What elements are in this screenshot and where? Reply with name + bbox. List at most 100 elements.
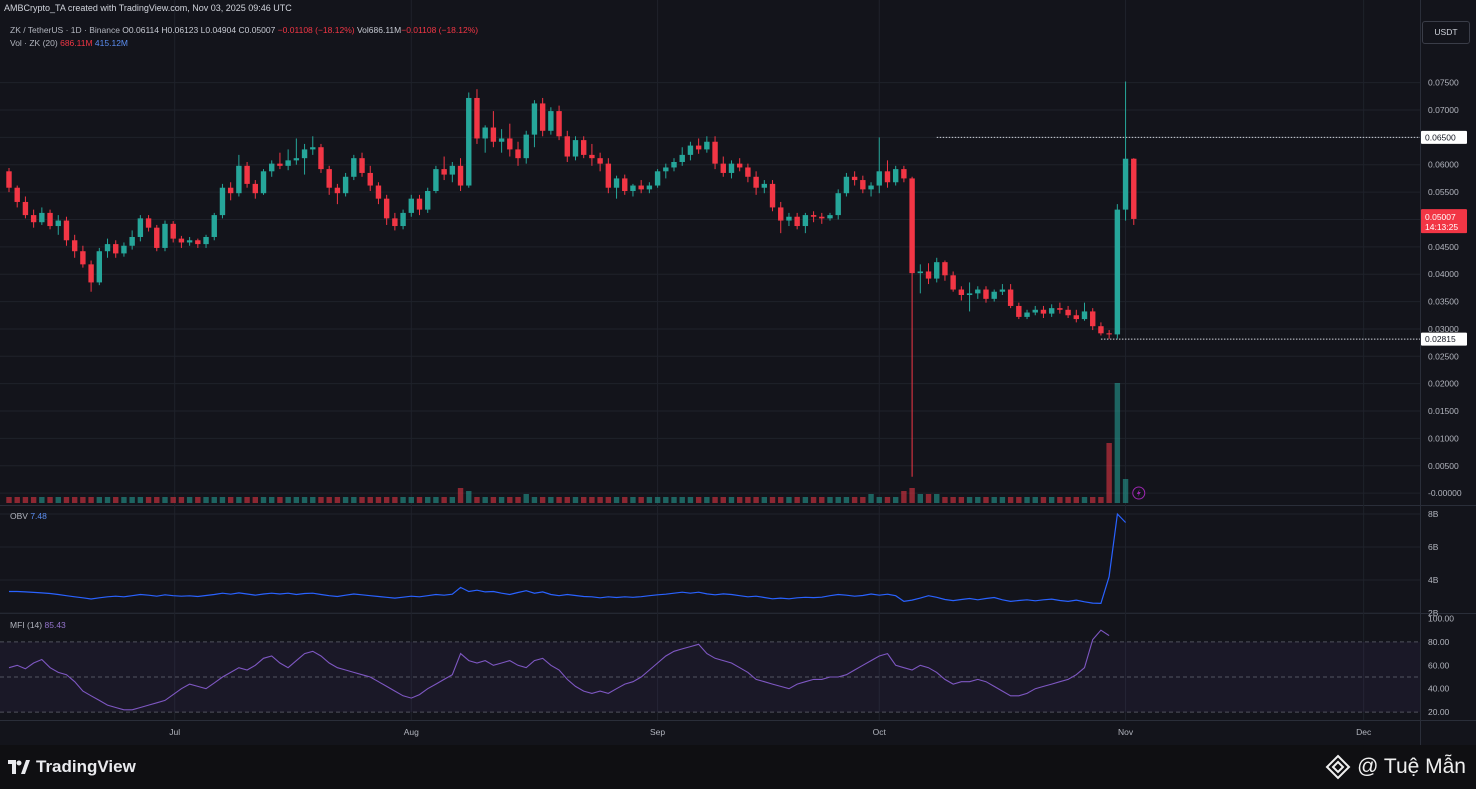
volume-bar bbox=[819, 497, 825, 503]
candle-body bbox=[482, 127, 488, 139]
volume-bar bbox=[293, 497, 300, 503]
candle-body bbox=[720, 163, 726, 173]
volume-bar bbox=[728, 497, 735, 503]
volume-bar bbox=[113, 497, 119, 503]
volume-bar bbox=[958, 497, 965, 503]
obv-tick-label: 2B bbox=[1428, 608, 1439, 618]
candle-body bbox=[663, 167, 669, 172]
volume-bar bbox=[753, 497, 759, 503]
volume-bar bbox=[1122, 479, 1129, 503]
volume-bar bbox=[186, 497, 193, 503]
price-tick-label: 0.00500 bbox=[1428, 461, 1459, 471]
candle-body bbox=[269, 163, 275, 172]
volume-bar bbox=[88, 497, 94, 503]
volume-bar bbox=[203, 497, 209, 503]
ohlc-legend[interactable]: ZK / TetherUS · 1D · Binance O0.06114 H0… bbox=[10, 25, 478, 35]
volume-bar bbox=[433, 497, 439, 503]
candle-body bbox=[1073, 315, 1079, 320]
volume-bar bbox=[736, 497, 743, 503]
high-value: H0.06123 bbox=[161, 25, 199, 35]
volume-bar bbox=[14, 497, 20, 503]
volume-bar bbox=[1007, 497, 1014, 503]
candle-body bbox=[47, 212, 53, 227]
author-watermark: @ Tuệ Mẫn bbox=[1325, 754, 1466, 780]
candle-body bbox=[310, 147, 316, 150]
candle-body bbox=[1016, 305, 1022, 317]
volume-bar bbox=[1057, 497, 1063, 503]
chart-area[interactable]: 0.07500 0.07000 0.06500 0.06000 0.05500 0.050… bbox=[0, 0, 1476, 745]
volume-bar bbox=[195, 497, 201, 503]
volume-bar bbox=[860, 497, 866, 503]
candle-body bbox=[55, 220, 61, 227]
volume-bar bbox=[695, 497, 702, 503]
volume-bar bbox=[654, 497, 661, 503]
candle-body bbox=[966, 293, 973, 296]
candle-body bbox=[942, 262, 948, 276]
time-tick-label: Jul bbox=[169, 727, 180, 737]
candle-body bbox=[1048, 308, 1055, 314]
volume-bar bbox=[884, 497, 891, 503]
current-price-badge bbox=[1421, 209, 1467, 234]
candle-body bbox=[252, 183, 258, 194]
volume-bar bbox=[129, 497, 135, 503]
candle-body bbox=[88, 264, 94, 283]
candle-body bbox=[695, 145, 702, 150]
candle-body bbox=[613, 178, 620, 188]
candle-body bbox=[548, 111, 554, 131]
volume-bar bbox=[441, 497, 447, 503]
price-tick-label: 0.01500 bbox=[1428, 406, 1459, 416]
candle-body bbox=[794, 216, 800, 227]
chart-canvas[interactable]: 0.07500 0.07000 0.06500 0.06000 0.05500 0.050… bbox=[0, 0, 1476, 745]
volume-bar bbox=[137, 497, 144, 503]
mfi-legend[interactable]: MFI (14) 85.43 bbox=[10, 620, 66, 630]
tradingview-logo[interactable]: TradingView bbox=[8, 757, 136, 777]
volume-bar bbox=[950, 497, 956, 503]
volume-bar bbox=[531, 497, 538, 503]
volume-legend[interactable]: Vol · ZK (20) 686.11M 415.12M bbox=[10, 38, 128, 48]
candle-body bbox=[917, 271, 924, 274]
price-tick-label: 0.07000 bbox=[1428, 105, 1459, 115]
open-value: O0.06114 bbox=[122, 25, 160, 35]
volume-bar bbox=[1040, 497, 1047, 503]
currency-button[interactable]: USDT bbox=[1422, 21, 1470, 44]
candle-body bbox=[14, 187, 20, 202]
price-tick-label: 0.07500 bbox=[1428, 78, 1459, 88]
resistance-price-text: 0.06500 bbox=[1425, 132, 1456, 142]
candle-body bbox=[884, 171, 891, 183]
volume-bar bbox=[285, 497, 291, 503]
volume-bar bbox=[991, 497, 997, 503]
candle-body bbox=[6, 171, 12, 188]
candle-body bbox=[753, 176, 759, 188]
mfi-tick-label: 20.00 bbox=[1428, 707, 1450, 717]
obv-line bbox=[9, 512, 1127, 605]
obv-value: 7.48 bbox=[30, 511, 47, 521]
price-tick-label: 0.01000 bbox=[1428, 433, 1459, 443]
candle-body bbox=[925, 271, 932, 279]
candle-body bbox=[408, 198, 414, 213]
volume-bar bbox=[827, 497, 833, 503]
volume-bar bbox=[810, 497, 817, 503]
volume-bar bbox=[1048, 497, 1055, 503]
candle-body bbox=[375, 185, 382, 199]
candle-body bbox=[761, 183, 768, 188]
volume-bar bbox=[605, 497, 612, 503]
volume-bar bbox=[917, 494, 924, 503]
candle-body bbox=[507, 138, 513, 150]
candle-body bbox=[203, 236, 209, 245]
volume-bar bbox=[63, 497, 70, 503]
volume-bar bbox=[416, 497, 423, 503]
candle-body bbox=[80, 251, 86, 265]
volume-bar bbox=[966, 497, 973, 503]
volume-bar bbox=[490, 497, 497, 503]
candle-body bbox=[975, 289, 981, 294]
volume-bar bbox=[392, 497, 398, 503]
candle-body bbox=[556, 111, 562, 137]
lightning-icon bbox=[1136, 489, 1141, 497]
volume-bar bbox=[778, 497, 784, 503]
obv-legend[interactable]: OBV 7.48 bbox=[10, 511, 47, 521]
volume-bar bbox=[761, 497, 768, 503]
time-tick-label: Aug bbox=[404, 727, 419, 737]
volume-bar bbox=[260, 497, 267, 503]
candle-body bbox=[736, 163, 743, 168]
